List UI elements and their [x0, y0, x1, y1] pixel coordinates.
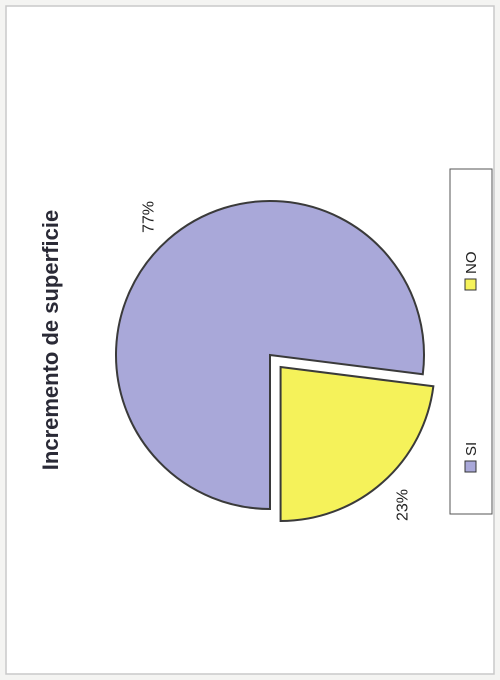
legend-entry-no: NO: [463, 252, 480, 291]
data-label-no: 23%: [394, 489, 411, 521]
pie-slices: [115, 200, 435, 523]
data-labels: 77% 23%: [140, 201, 411, 521]
pie-slice-no: [279, 365, 435, 523]
legend-entry-si: SI: [463, 442, 480, 473]
legend-box: [449, 168, 493, 515]
chart-title: Incremento de superficie: [38, 210, 63, 470]
legend-swatch-si: [464, 460, 477, 473]
legend-label-no: NO: [463, 252, 480, 275]
pie-slice-si: [115, 200, 425, 511]
legend-label-si: SI: [463, 442, 480, 456]
data-label-si: 77%: [140, 201, 157, 233]
legend: SI NO: [449, 168, 493, 515]
legend-swatch-no: [464, 278, 477, 291]
